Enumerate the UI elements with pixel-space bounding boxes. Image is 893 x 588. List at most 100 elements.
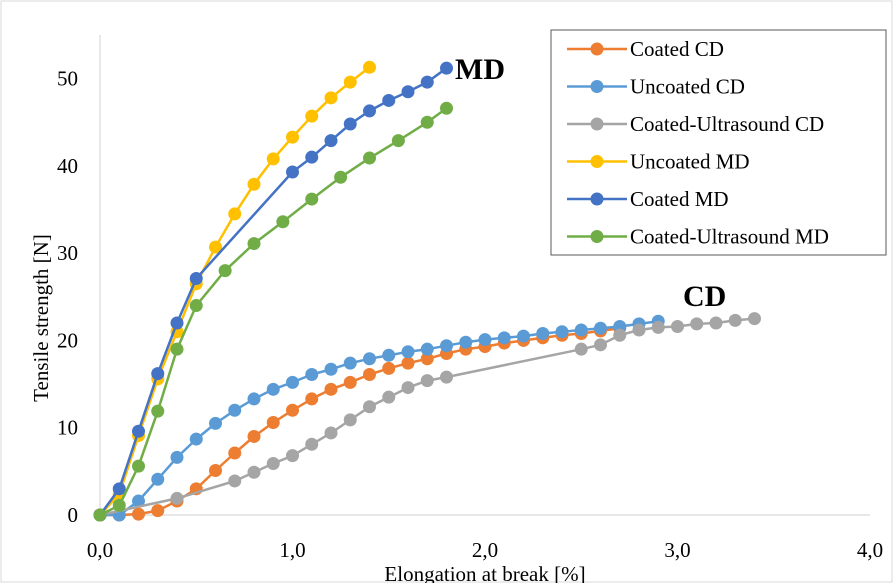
data-point: [420, 374, 434, 388]
x-tick-label: 2,0: [472, 538, 498, 562]
data-point: [748, 312, 761, 326]
y-axis-label: Tensile strength [N]: [29, 234, 53, 402]
data-point: [363, 104, 376, 118]
data-point: [613, 328, 627, 342]
legend-swatch-marker: [590, 80, 604, 93]
data-point: [286, 165, 299, 179]
data-point: [334, 170, 348, 184]
y-tick-label: 0: [68, 503, 79, 527]
legend-label: Coated-Ultrasound MD: [630, 225, 829, 249]
data-point: [209, 416, 222, 430]
data-point: [151, 472, 165, 486]
y-tick-label: 40: [57, 154, 78, 178]
data-point: [170, 450, 184, 464]
legend-item: Coated CD: [567, 37, 724, 61]
data-point: [151, 367, 165, 381]
data-point: [305, 150, 319, 164]
data-point: [151, 404, 165, 418]
data-point: [189, 299, 203, 313]
data-point: [343, 75, 357, 89]
data-point: [420, 75, 434, 89]
data-point: [382, 348, 396, 362]
y-tick-label: 20: [57, 328, 78, 352]
data-point: [286, 449, 299, 463]
series-group: [93, 61, 453, 522]
legend-item: Uncoated CD: [567, 75, 745, 99]
data-point: [112, 482, 126, 496]
data-point: [440, 339, 453, 353]
legend-label: Uncoated CD: [630, 75, 745, 99]
data-point: [401, 85, 415, 99]
data-point: [286, 403, 299, 417]
data-point: [382, 390, 396, 404]
y-tick-label: 30: [57, 241, 78, 265]
data-point: [228, 403, 242, 417]
data-point: [343, 356, 357, 370]
data-point: [218, 264, 232, 278]
legend-swatch-marker: [590, 117, 604, 131]
data-point: [343, 117, 357, 131]
data-point: [266, 415, 280, 429]
data-point: [305, 392, 319, 406]
data-point: [440, 370, 453, 384]
data-point: [324, 362, 338, 376]
data-point: [440, 61, 453, 75]
legend-label: Coated MD: [630, 187, 729, 211]
data-point: [266, 457, 280, 471]
data-point: [420, 352, 434, 366]
data-point: [247, 465, 261, 479]
annotation-cd: CD: [683, 280, 726, 313]
y-tick-label: 10: [57, 416, 78, 440]
data-point: [189, 432, 203, 446]
legend-swatch-marker: [590, 192, 604, 206]
x-axis-label: Elongation at break [%]: [384, 562, 585, 583]
data-point: [517, 329, 530, 343]
annotation-md: MD: [455, 53, 505, 86]
data-point: [420, 115, 434, 129]
data-point: [112, 498, 126, 512]
data-point: [382, 361, 396, 375]
data-point: [324, 382, 338, 396]
data-point: [651, 320, 665, 334]
data-point: [459, 335, 473, 349]
data-point: [363, 151, 376, 165]
data-point: [709, 316, 723, 330]
data-point: [247, 177, 261, 191]
legend-item: Coated-Ultrasound MD: [567, 225, 829, 249]
data-point: [478, 333, 492, 347]
data-point: [343, 413, 357, 427]
data-point: [228, 446, 242, 460]
legend-item: Uncoated MD: [567, 150, 750, 174]
legend-items: Coated CD Uncoated CD Coated-Ultrasound CD…: [567, 37, 829, 249]
x-tick-label: 4,0: [857, 538, 883, 562]
data-point: [247, 392, 261, 406]
data-point: [305, 109, 319, 123]
data-point: [594, 338, 607, 352]
legend-box: [550, 29, 887, 256]
data-point: [266, 152, 280, 166]
data-point: [305, 437, 319, 451]
data-point: [391, 134, 405, 148]
data-point: [266, 382, 280, 396]
legend-item: Coated-Ultrasound CD: [567, 112, 824, 136]
data-point: [401, 345, 415, 359]
data-point: [632, 323, 646, 337]
data-point: [497, 331, 511, 345]
data-point: [228, 207, 242, 221]
data-point: [132, 459, 145, 473]
series-group: [93, 101, 453, 522]
data-point: [247, 237, 261, 251]
data-point: [594, 321, 607, 335]
data-point: [170, 316, 184, 330]
data-point: [728, 313, 742, 327]
x-tick-label: 1,0: [279, 538, 305, 562]
data-point: [671, 319, 684, 333]
data-point: [440, 101, 453, 115]
series-layer: [93, 60, 761, 522]
legend-swatch-marker: [590, 155, 604, 168]
y-tick-label: 50: [57, 67, 78, 91]
data-point: [324, 426, 338, 440]
data-point: [93, 508, 107, 522]
